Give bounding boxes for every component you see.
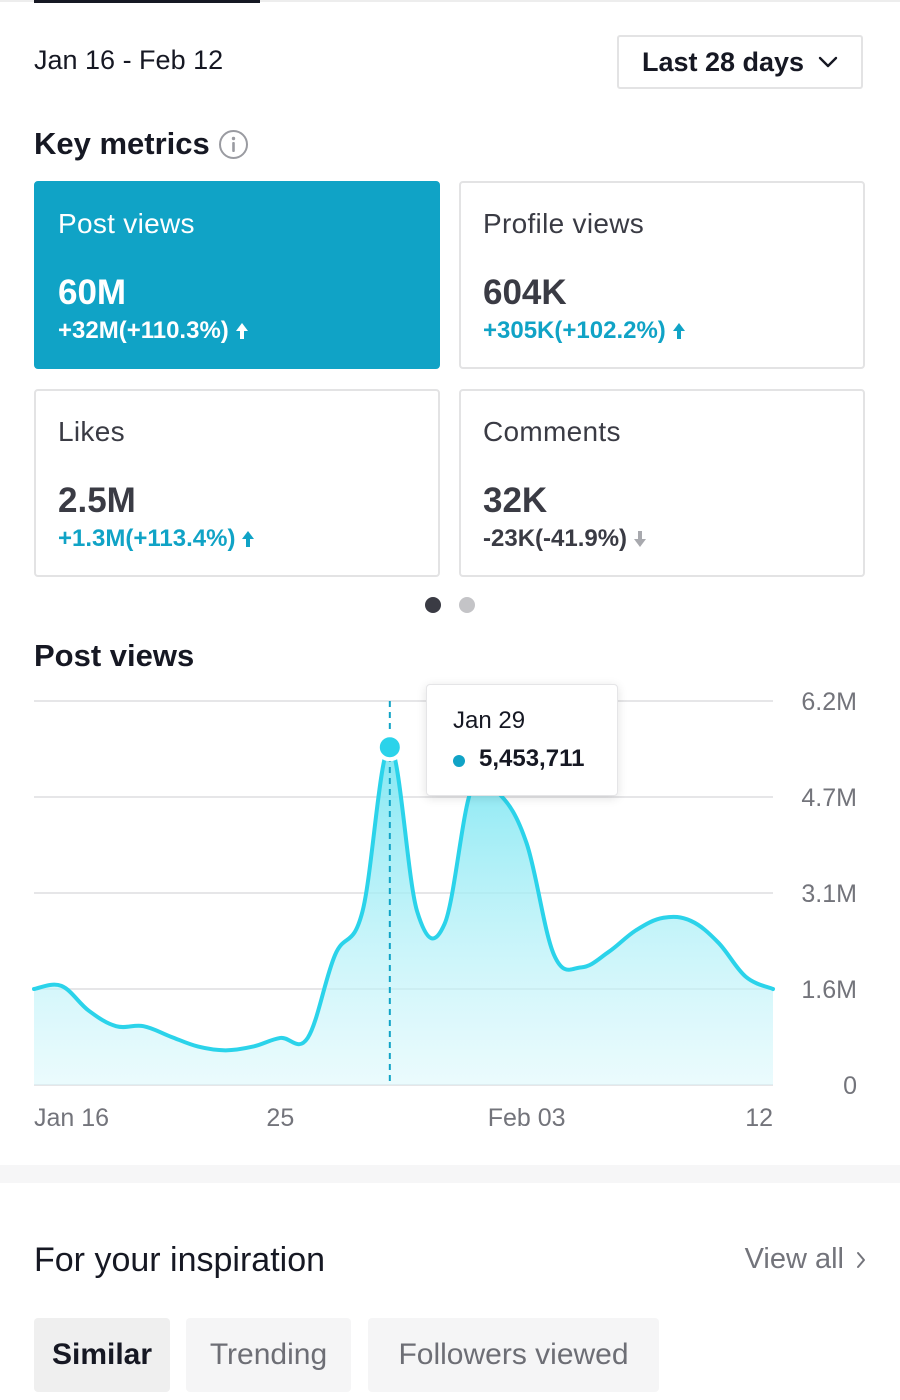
x-tick-label: 12 <box>745 1104 773 1132</box>
chip-label: Similar <box>51 1338 153 1371</box>
chart-title: Post views <box>34 638 195 673</box>
metric-value: 2.5M <box>58 481 136 520</box>
metric-label: Post views <box>58 208 195 239</box>
x-tick-label: Feb 03 <box>488 1104 566 1132</box>
metric-label: Comments <box>483 416 621 447</box>
metric-value: 604K <box>483 273 567 312</box>
data-point[interactable] <box>358 908 366 916</box>
data-point[interactable] <box>577 963 585 971</box>
metric-label: Profile views <box>483 208 645 239</box>
metric-value: 32K <box>483 481 548 520</box>
metric-card-likes[interactable]: Likes 2.5M +1.3M(+113.4%) <box>34 389 440 577</box>
pager-dot[interactable] <box>459 597 475 613</box>
inspiration-title: For your inspiration <box>34 1241 326 1279</box>
chip-similar[interactable]: Similar <box>34 1318 170 1392</box>
data-point[interactable] <box>550 951 558 959</box>
chip-label: Trending <box>209 1338 328 1371</box>
data-point[interactable] <box>167 1033 175 1041</box>
post-views-chart[interactable]: 6.2M 4.7M 3.1M 1.6M 0 Jan 16 25 Feb 03 12 <box>0 680 900 1140</box>
data-point[interactable] <box>742 973 750 981</box>
arrow-up-icon <box>235 323 248 339</box>
arrow-up-icon <box>242 531 255 547</box>
data-point[interactable] <box>85 1007 93 1015</box>
active-tab-indicator <box>34 0 260 3</box>
y-tick-label: 1.6M <box>801 976 857 1004</box>
metric-delta-text: +32M(+110.3%) <box>58 317 229 344</box>
data-point[interactable] <box>194 1043 202 1051</box>
x-tick-label: 25 <box>266 1104 294 1132</box>
data-point[interactable] <box>331 951 339 959</box>
data-point[interactable] <box>222 1046 230 1054</box>
top-divider <box>0 0 900 2</box>
info-icon[interactable] <box>218 129 249 160</box>
data-point[interactable] <box>304 1034 312 1042</box>
post-views-chart-svg: 6.2M 4.7M 3.1M 1.6M 0 Jan 16 25 Feb 03 12 <box>30 688 857 1132</box>
data-point[interactable] <box>769 985 777 993</box>
metric-label: Likes <box>58 416 125 447</box>
metric-value: 60M <box>58 273 127 312</box>
metric-delta-text: +305K(+102.2%) <box>483 317 666 344</box>
metric-card-profile-views[interactable]: Profile views 604K +305K(+102.2%) <box>459 181 865 369</box>
chart-tooltip: Jan 29 5,453,711 <box>426 684 618 796</box>
data-point[interactable] <box>441 920 449 928</box>
tooltip-value: 5,453,711 <box>479 745 585 772</box>
tooltip-date: Jan 29 <box>453 707 526 734</box>
metric-card-post-views[interactable]: Post views 60M +32M(+110.3%) <box>34 181 440 369</box>
metric-delta-text: -23K(-41.9%) <box>483 525 628 552</box>
tooltip-series-dot <box>453 755 465 767</box>
data-point[interactable] <box>112 1022 120 1030</box>
arrow-down-icon <box>634 531 647 547</box>
y-tick-label: 3.1M <box>801 880 857 908</box>
metric-delta: +305K(+102.2%) <box>483 317 686 345</box>
metric-delta: -23K(-41.9%) <box>483 525 647 553</box>
chip-label: Followers viewed <box>398 1338 629 1371</box>
y-tick-label: 4.7M <box>801 784 857 812</box>
data-point[interactable] <box>714 939 722 947</box>
view-all-link[interactable]: View all <box>745 1243 866 1276</box>
chip-trending[interactable]: Trending <box>186 1318 351 1392</box>
metric-delta-text: +1.3M(+113.4%) <box>58 525 236 552</box>
metric-delta: +1.3M(+113.4%) <box>58 525 255 553</box>
period-dropdown-label: Last 28 days <box>641 46 805 77</box>
chart-area-fill <box>34 747 773 1085</box>
chart-series-line <box>32 745 775 1053</box>
data-point[interactable] <box>413 908 421 916</box>
arrow-up-icon <box>672 323 685 339</box>
x-tick-label: Jan 16 <box>34 1104 109 1132</box>
data-point[interactable] <box>57 982 65 990</box>
metric-card-comments[interactable]: Comments 32K -23K(-41.9%) <box>459 389 865 577</box>
data-point[interactable] <box>276 1034 284 1042</box>
data-point[interactable] <box>687 917 695 925</box>
data-point[interactable] <box>30 985 38 993</box>
section-divider <box>0 1165 900 1183</box>
key-metrics-title: Key metrics <box>34 126 210 161</box>
highlighted-data-point[interactable] <box>375 733 404 762</box>
data-point[interactable] <box>632 926 640 934</box>
data-point[interactable] <box>523 839 531 847</box>
chevron-down-icon <box>818 56 838 68</box>
data-point[interactable] <box>660 914 668 922</box>
data-point[interactable] <box>249 1043 257 1051</box>
y-tick-label: 6.2M <box>801 688 857 716</box>
y-tick-label: 0 <box>843 1072 857 1100</box>
metric-delta: +32M(+110.3%) <box>58 317 249 345</box>
pager-dot-active[interactable] <box>425 597 441 613</box>
date-range-label: Jan 16 - Feb 12 <box>34 45 224 75</box>
chevron-right-icon <box>857 1251 865 1268</box>
view-all-label: View all <box>744 1243 844 1275</box>
period-dropdown[interactable]: Last 28 days <box>617 35 863 89</box>
data-point[interactable] <box>605 948 613 956</box>
chip-followers-viewed[interactable]: Followers viewed <box>368 1318 659 1392</box>
data-point[interactable] <box>139 1022 147 1030</box>
